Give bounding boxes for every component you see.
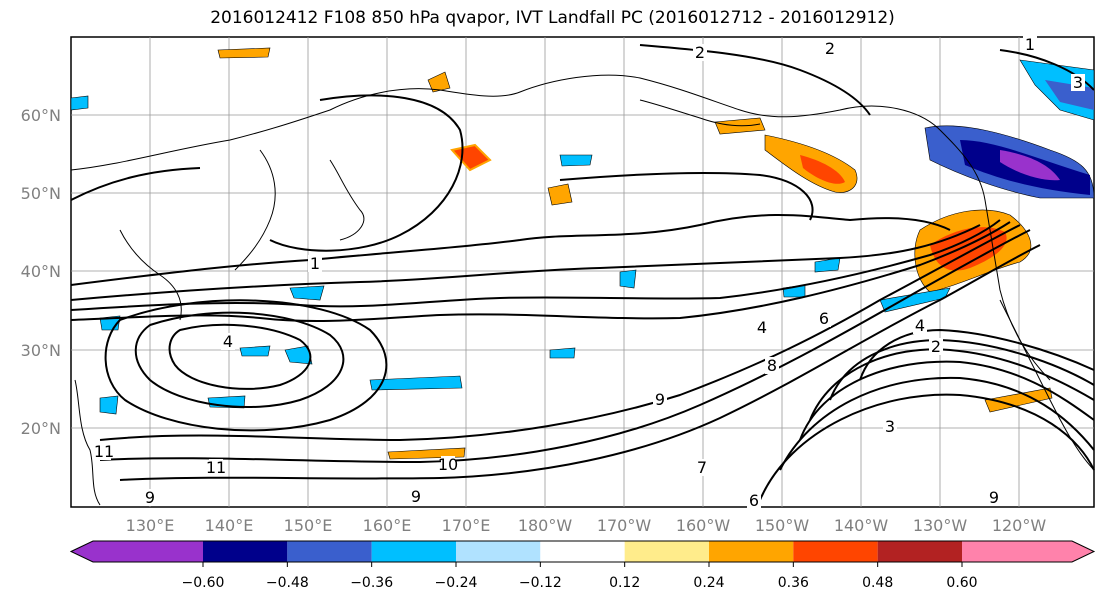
contour-label: 4 — [757, 318, 767, 337]
colorbar-swatch — [1072, 541, 1094, 562]
colorbar-tick-label: 0.48 — [862, 575, 893, 591]
lon-label: 160°E — [363, 516, 412, 535]
coastlines — [70, 74, 1095, 506]
colorbar-swatch — [540, 541, 625, 562]
latitude-labels: 60°N 50°N 40°N 30°N 20°N — [21, 106, 61, 438]
lon-label: 130°E — [126, 516, 175, 535]
colorbar-tick-label: −0.24 — [435, 575, 478, 591]
lon-label: 180°W — [518, 516, 573, 535]
lon-label: 140°E — [205, 516, 254, 535]
contour-label: 7 — [697, 458, 707, 477]
lon-label: 160°W — [676, 516, 731, 535]
lon-label: 170°W — [597, 516, 652, 535]
colorbar-tick-label: −0.12 — [519, 575, 562, 591]
lon-label: 120°W — [992, 516, 1047, 535]
colorbar-swatch — [624, 541, 709, 562]
contour-label: 2 — [931, 337, 941, 356]
colorbar-swatch — [203, 541, 288, 562]
lat-label: 40°N — [21, 262, 61, 281]
colorbar-tick-label: −0.36 — [350, 575, 393, 591]
colorbar-swatch — [93, 541, 203, 562]
colorbar-swatch — [71, 541, 93, 562]
negative-anomaly-patches — [70, 59, 1095, 415]
contour-label: 9 — [145, 488, 155, 507]
contour-label: 2 — [825, 39, 835, 58]
colorbar-swatch — [962, 541, 1072, 562]
lat-label: 20°N — [21, 419, 61, 438]
contour-label: 9 — [655, 390, 665, 409]
colorbar-swatch — [709, 541, 794, 562]
lat-label: 30°N — [21, 341, 61, 360]
contour-label: 4 — [223, 332, 233, 351]
lon-label: 170°E — [442, 516, 491, 535]
contour-label: 3 — [885, 417, 895, 436]
contour-label: 11 — [206, 458, 226, 477]
lon-label: 150°W — [755, 516, 810, 535]
colorbar-swatch — [793, 541, 878, 562]
colorbar-swatch — [456, 541, 541, 562]
colorbar-tick-label: −0.48 — [266, 575, 309, 591]
colorbar-tick-label: −0.60 — [182, 575, 225, 591]
colorbar-swatch — [371, 541, 456, 562]
contour-label: 4 — [915, 316, 925, 335]
contour-label: 3 — [1073, 73, 1083, 92]
colorbar-swatch — [877, 541, 962, 562]
lat-label: 50°N — [21, 184, 61, 203]
colorbar-tick-label: 0.24 — [693, 575, 724, 591]
contour-label: 10 — [438, 455, 458, 474]
contour-label: 1 — [310, 254, 320, 273]
longitude-labels: 130°E 140°E 150°E 160°E 170°E 180°W 170°W 160°W… — [126, 516, 1047, 535]
contour-label: 6 — [749, 491, 759, 510]
lat-label: 60°N — [21, 106, 61, 125]
contour-label: 2 — [695, 43, 705, 62]
map-title: 2016012412 F108 850 hPa qvapor, IVT Land… — [210, 8, 895, 28]
contour-label: 6 — [819, 309, 829, 328]
colorbar-tick-label: 0.36 — [778, 575, 809, 591]
lon-label: 140°W — [834, 516, 889, 535]
contour-label: 8 — [767, 356, 777, 375]
contour-label: 9 — [411, 487, 421, 506]
colorbar-tick-label: 0.60 — [946, 575, 977, 591]
contour-label: 1 — [1025, 35, 1035, 54]
colorbar-tick-label: 0.12 — [609, 575, 640, 591]
lon-label: 150°E — [284, 516, 333, 535]
colorbar-swatch — [287, 541, 372, 562]
contour-label: 11 — [94, 442, 114, 461]
lon-label: 130°W — [913, 516, 968, 535]
ivt-contours — [70, 44, 1095, 501]
contour-label: 9 — [989, 488, 999, 507]
colorbar: −0.60 −0.48 −0.36 −0.24 −0.12 0.12 0.24 0.36 0.4… — [69, 540, 1096, 591]
